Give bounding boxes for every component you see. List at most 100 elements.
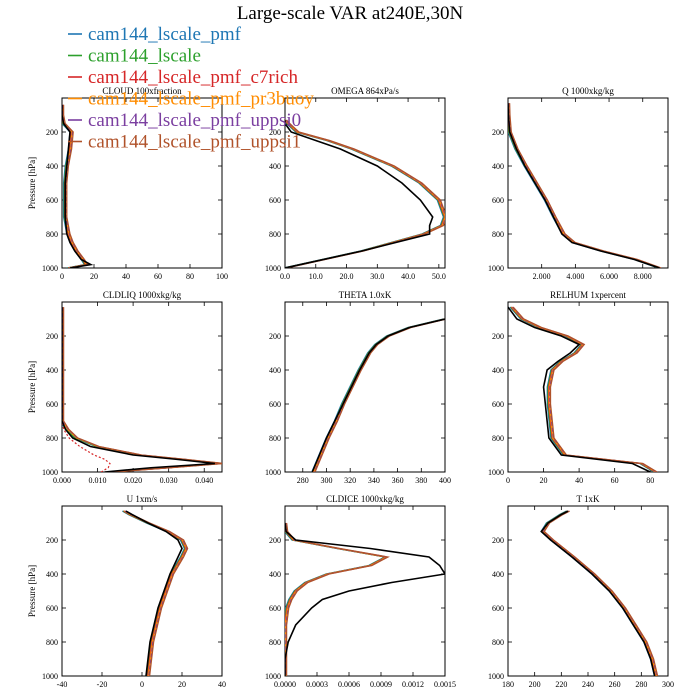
legend-label: cam144_lscale_pmf_uppsi0 [88, 110, 301, 131]
panel-title: OMEGA 864xPa/s [331, 86, 399, 96]
plot-area [540, 510, 659, 676]
x-tick-label: 4.000 [566, 272, 584, 281]
x-tick-label: 20 [178, 680, 186, 689]
x-tick-label: 40.0 [401, 272, 415, 281]
y-tick-label: 600 [492, 604, 504, 613]
y-tick-label: 600 [492, 400, 504, 409]
x-tick-label: 0 [140, 680, 144, 689]
x-tick-label: 320 [344, 476, 356, 485]
series-line-2 [285, 119, 445, 268]
x-tick-label: 0.0006 [338, 680, 360, 689]
panel-frame [284, 97, 446, 269]
x-tick-label: 300 [662, 680, 674, 689]
legend: cam144_lscale_pmfcam144_lscalecam144_lsc… [68, 24, 314, 153]
panel-title: U 1xm/s [127, 494, 158, 504]
panel-title: Q 1000xkg/kg [562, 86, 614, 96]
control-line [285, 522, 445, 676]
x-tick-label: 80 [646, 476, 654, 485]
x-tick-label: 0.0015 [434, 680, 456, 689]
series-line-0 [540, 510, 656, 676]
y-tick-label: 800 [492, 638, 504, 647]
panel-frame [284, 301, 446, 473]
panel-3: CLDLIQ 1000xkg/kg Pressure [hPa] 200 400 600… [27, 290, 223, 485]
x-tick-label: 0.0009 [370, 680, 392, 689]
y-tick-label: 600 [492, 196, 504, 205]
series-line-5 [512, 306, 658, 472]
y-tick-label: 800 [46, 638, 58, 647]
y-tick-label: 600 [269, 604, 281, 613]
x-tick-label: 60 [154, 272, 162, 281]
x-tick-label: -20 [97, 680, 108, 689]
x-tick-label: 0.0003 [306, 680, 328, 689]
series-line-3 [285, 119, 445, 268]
series-line-1 [510, 306, 655, 472]
y-tick-label: 800 [269, 230, 281, 239]
panel-title: CLOUD 100xfraction [102, 86, 182, 96]
series-line-2 [508, 103, 660, 268]
x-tick-label: 40 [122, 272, 130, 281]
legend-item: cam144_lscale_pmf_uppsi1 [68, 132, 301, 153]
control-line [62, 307, 215, 472]
y-tick-label: 1000 [42, 468, 58, 477]
series-line-4 [285, 522, 390, 676]
x-tick-label: 0.030 [160, 476, 178, 485]
y-tick-label: 400 [269, 366, 281, 375]
y-tick-label: 600 [269, 196, 281, 205]
series-line-5 [508, 103, 662, 268]
x-tick-label: 260 [609, 680, 621, 689]
x-tick-label: 280 [635, 680, 647, 689]
y-tick-label: 1000 [42, 672, 58, 681]
x-tick-label: 2.000 [533, 272, 551, 281]
series-line-0 [62, 422, 221, 472]
y-tick-label: 200 [492, 128, 504, 137]
series-line-1 [62, 421, 222, 472]
x-tick-label: 0.040 [195, 476, 213, 485]
y-tick-label: 800 [46, 230, 58, 239]
panel-frame [61, 97, 223, 269]
series-line-5 [285, 522, 390, 676]
panel-frame [507, 505, 669, 677]
plot-area [508, 306, 658, 472]
y-tick-label: 400 [269, 570, 281, 579]
x-tick-label: 0.020 [124, 476, 142, 485]
y-tick-label: 200 [46, 332, 58, 341]
y-tick-label: 400 [269, 162, 281, 171]
panel-frame [507, 97, 669, 269]
y-tick-label: 400 [492, 162, 504, 171]
y-tick-label: 200 [46, 128, 58, 137]
x-tick-label: 0 [60, 272, 64, 281]
plot-area [122, 510, 189, 676]
x-tick-label: 50.0 [432, 272, 446, 281]
legend-item: cam144_lscale_pmf [68, 24, 242, 45]
legend-item: cam144_lscale_pmf_c7rich [68, 67, 298, 88]
series-line-1 [285, 525, 388, 623]
y-tick-label: 400 [46, 570, 58, 579]
y-tick-label: 1000 [265, 468, 281, 477]
legend-label: cam144_lscale_pmf_uppsi1 [88, 132, 301, 153]
y-tick-label: 1000 [265, 672, 281, 681]
series-line-5 [543, 510, 659, 676]
x-tick-label: 400 [439, 476, 451, 485]
x-tick-label: 200 [529, 680, 541, 689]
series-line-0 [311, 318, 444, 472]
x-tick-label: 240 [582, 680, 594, 689]
y-tick-label: 400 [492, 570, 504, 579]
panel-4: THETA 1.0xK 200 400 600 800 1000 280 300 320 340 3… [265, 290, 451, 485]
x-tick-label: 80 [186, 272, 194, 281]
series-line-0 [509, 306, 655, 472]
x-tick-label: 0.000 [53, 476, 71, 485]
x-tick-label: 40 [218, 680, 226, 689]
x-tick-label: 8.000 [634, 272, 652, 281]
control-line [311, 318, 445, 472]
y-tick-label: 200 [269, 536, 281, 545]
panel-title: CLDICE 1000xkg/kg [326, 494, 404, 504]
y-tick-label: 600 [46, 604, 58, 613]
series-line-3 [285, 522, 389, 676]
y-axis-label: Pressure [hPa] [27, 361, 37, 413]
legend-label: cam144_lscale [88, 46, 201, 67]
x-tick-label: 10.0 [309, 272, 323, 281]
series-line-4 [542, 510, 658, 676]
